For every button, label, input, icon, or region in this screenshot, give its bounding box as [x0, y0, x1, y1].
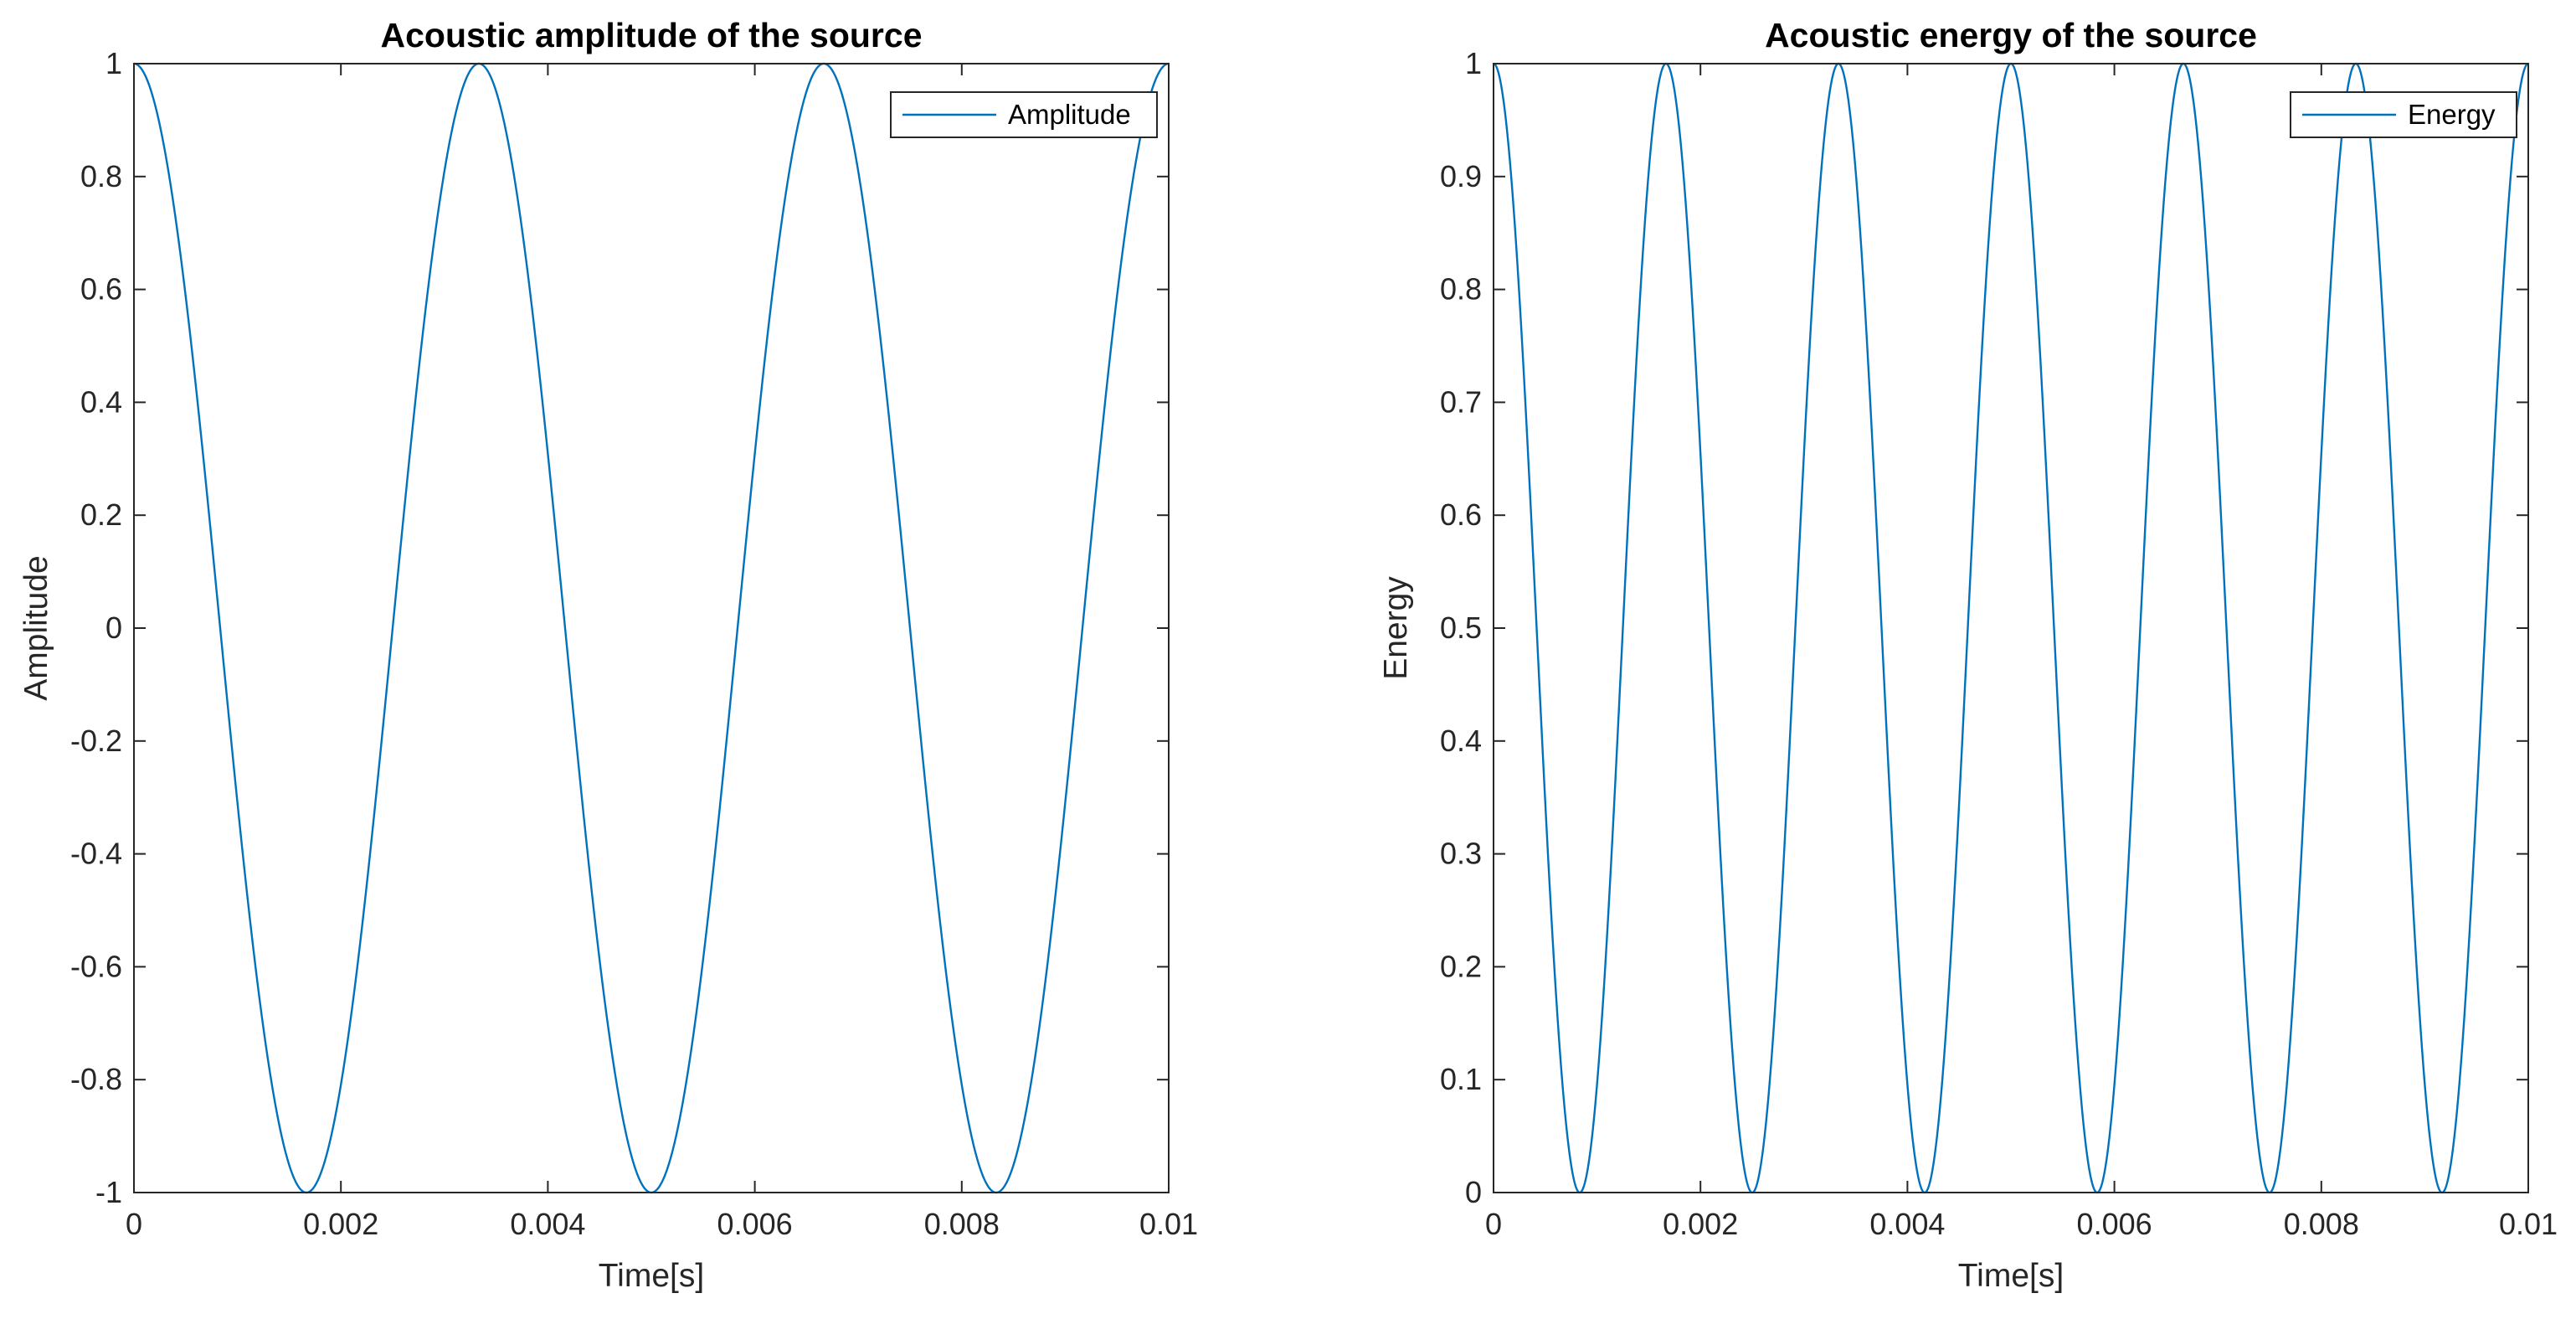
- data-line: [133, 62, 1170, 1194]
- legend: Amplitude: [890, 91, 1158, 138]
- x-tick-label: 0.01: [2499, 1207, 2558, 1241]
- axes-box: [1493, 63, 2529, 1193]
- y-tick-label: 0.4: [1440, 724, 1482, 758]
- y-tick-label: 0.5: [1440, 611, 1482, 645]
- y-tick-label: -0.2: [70, 724, 122, 758]
- chart-title: Acoustic energy of the source: [1765, 16, 2257, 54]
- legend: Energy: [2290, 91, 2517, 138]
- x-tick-label: 0.006: [717, 1207, 793, 1241]
- data-line: [1493, 62, 2529, 1194]
- x-tick-label: 0: [1485, 1207, 1502, 1241]
- y-tick-label: 0.6: [1440, 497, 1482, 532]
- legend-label: Energy: [2408, 99, 2496, 130]
- y-tick-label: 0: [1465, 1175, 1482, 1209]
- x-tick-label: 0.004: [1869, 1207, 1945, 1241]
- x-axis-label: Time[s]: [1958, 1258, 2064, 1294]
- y-tick-label: 0.3: [1440, 837, 1482, 871]
- y-tick-label: 0.8: [1440, 272, 1482, 307]
- y-tick-label: 0.6: [80, 272, 122, 307]
- energy-chart: Acoustic energy of the source Time[s] En…: [1378, 16, 2558, 1294]
- y-tick-label: 0.7: [1440, 384, 1482, 419]
- y-axis-label: Energy: [1378, 576, 1414, 680]
- y-ticks: -1 -0.8 -0.6 -0.4 -0.2 0 0.2 0.4 0.6 0.8 1: [70, 46, 1169, 1209]
- axes-box: [133, 63, 1170, 1193]
- x-tick-label: 0.006: [2077, 1207, 2152, 1241]
- y-tick-label: 0: [105, 611, 122, 645]
- legend-label: Amplitude: [1008, 99, 1131, 130]
- y-tick-label: 1: [105, 46, 122, 80]
- x-tick-label: 0.002: [1663, 1207, 1738, 1241]
- x-tick-label: 0: [126, 1207, 142, 1241]
- y-tick-label: 0.2: [1440, 949, 1482, 983]
- y-tick-label: 0.1: [1440, 1062, 1482, 1096]
- chart-title: Acoustic amplitude of the source: [381, 16, 923, 54]
- y-tick-label: -0.4: [70, 837, 122, 871]
- x-axis-label: Time[s]: [599, 1258, 704, 1294]
- y-tick-label: 0.2: [80, 497, 122, 532]
- x-tick-label: 0.002: [303, 1207, 378, 1241]
- y-tick-label: -0.8: [70, 1062, 122, 1096]
- y-axis-label: Amplitude: [18, 555, 54, 700]
- y-ticks: 0 0.1 0.2 0.3 0.4 0.5 0.6 0.7 0.8 0.9 1: [1440, 46, 2528, 1209]
- x-tick-label: 0.008: [924, 1207, 1000, 1241]
- x-ticks: 0 0.002 0.004 0.006 0.008 0.01: [126, 64, 1198, 1241]
- x-tick-label: 0.008: [2284, 1207, 2359, 1241]
- y-tick-label: 0.9: [1440, 159, 1482, 193]
- x-tick-label: 0.004: [510, 1207, 585, 1241]
- y-tick-label: -1: [95, 1175, 122, 1209]
- x-tick-label: 0.01: [1139, 1207, 1198, 1241]
- amplitude-chart: Acoustic amplitude of the source Time[s]…: [18, 16, 1198, 1294]
- y-tick-label: 1: [1465, 46, 1482, 80]
- y-tick-label: 0.4: [80, 384, 122, 419]
- y-tick-label: 0.8: [80, 159, 122, 193]
- y-tick-label: -0.6: [70, 949, 122, 983]
- x-ticks: 0 0.002 0.004 0.006 0.008 0.01: [1485, 64, 2558, 1241]
